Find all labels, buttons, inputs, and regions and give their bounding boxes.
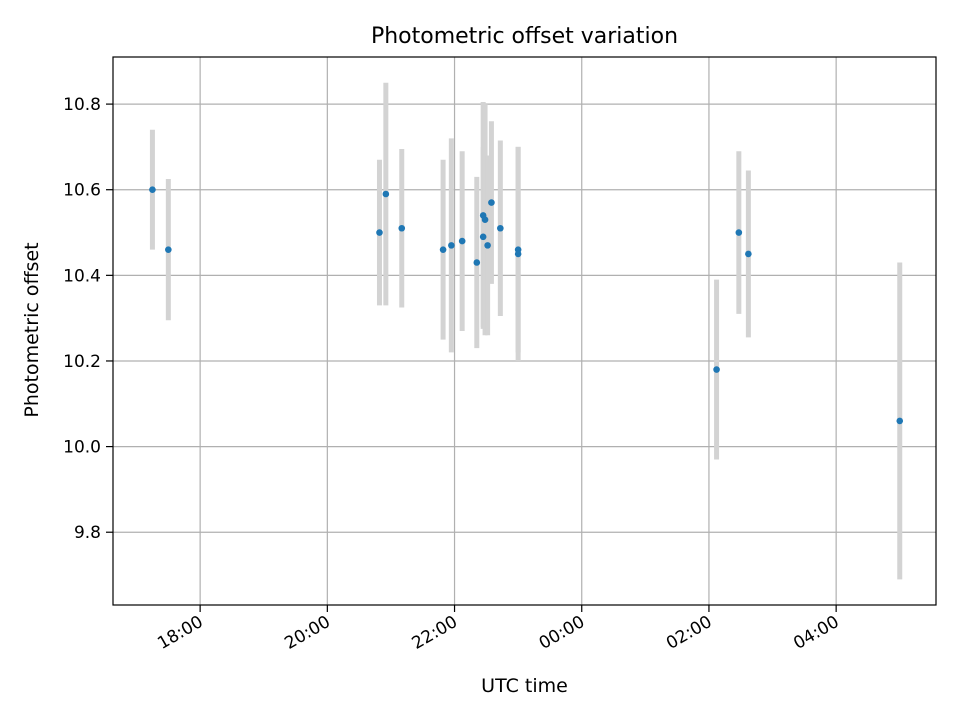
x-tick-label: 18:00 — [154, 612, 206, 654]
x-tick-label: 20:00 — [281, 612, 333, 654]
data-point — [448, 242, 455, 249]
data-point — [149, 186, 156, 194]
y-tick-label: 10.2 — [63, 352, 101, 372]
y-tick-label: 9.8 — [74, 523, 101, 543]
x-axis-label: UTC time — [481, 675, 568, 697]
y-tick-label: 10.8 — [63, 95, 101, 115]
chart-title: Photometric offset variation — [371, 24, 678, 49]
data-point — [439, 246, 447, 253]
data-point — [458, 237, 466, 245]
x-tick-label: 00:00 — [536, 612, 588, 654]
error-bars — [149, 82, 903, 580]
data-point — [497, 224, 504, 232]
data-point — [398, 224, 406, 232]
plot-frame — [112, 56, 937, 606]
y-tick-label: 10.6 — [63, 181, 101, 201]
data-point — [484, 242, 491, 249]
data-point — [514, 250, 522, 258]
y-axis-label: Photometric offset — [21, 242, 43, 417]
data-point — [735, 229, 743, 236]
y-tick-label: 10.0 — [63, 438, 101, 458]
x-tick-label: 02:00 — [663, 612, 715, 654]
data-point — [896, 417, 904, 425]
data-point — [376, 229, 383, 236]
data-point — [382, 190, 390, 198]
data-point — [488, 199, 495, 206]
data-point — [473, 259, 481, 266]
data-point — [745, 250, 752, 258]
data-points — [149, 186, 904, 425]
data-point — [481, 216, 489, 223]
y-tick-label: 10.4 — [63, 266, 101, 286]
x-tick-label: 04:00 — [790, 612, 842, 654]
data-point — [479, 233, 487, 241]
x-tick-label: 22:00 — [409, 612, 461, 654]
data-point — [713, 366, 720, 373]
grid-lines — [113, 57, 936, 605]
data-point — [165, 246, 172, 253]
x-axis-ticks: 18:00 20:00 22:00 00:00 02:00 04:00 — [154, 605, 843, 654]
y-axis-ticks: 9.8 10.0 10.2 10.4 10.6 10.8 — [63, 95, 113, 543]
